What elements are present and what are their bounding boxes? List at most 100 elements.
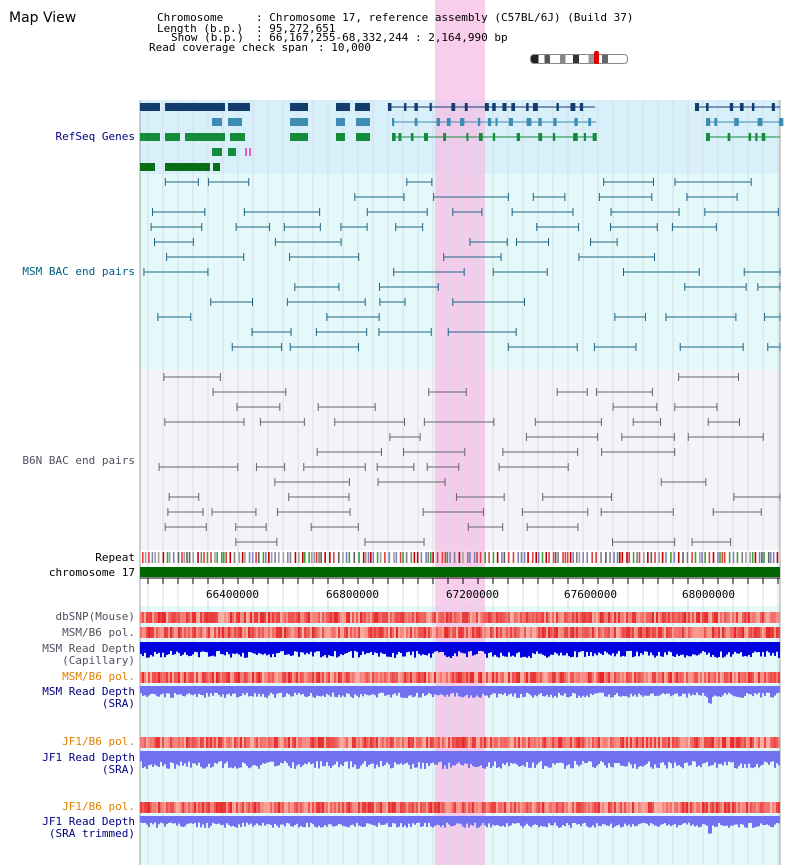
msm-depth-capillary-bar (186, 642, 188, 655)
dbsnp-heat (462, 612, 464, 623)
dbsnp-heat (432, 612, 434, 623)
jf1-depth-trimmed-bar (690, 816, 692, 826)
jf1-b6-pol-heat-2 (168, 802, 170, 813)
msm-b6-pol-heat-2 (578, 672, 580, 683)
dbsnp-heat (426, 612, 428, 623)
dbsnp-heat (468, 612, 470, 623)
msm-b6-pol-heat-2 (172, 672, 174, 683)
jf1-b6-pol-heat-2 (564, 802, 566, 813)
msm-b6-pol-heat-2 (194, 672, 196, 683)
msm-depth-sra-bar (528, 686, 530, 694)
chromosome-ideogram[interactable] (530, 54, 628, 64)
repeat-mark (745, 552, 747, 563)
msm-b6-pol-heat (228, 627, 230, 638)
jf1-b6-pol-heat (624, 737, 626, 748)
jf1-depth-sra-bar (778, 751, 780, 766)
jf1-depth-trimmed-bar (606, 816, 608, 826)
repeat-mark (286, 552, 289, 563)
msm-b6-pol-heat (394, 627, 396, 638)
jf1-b6-pol-heat (710, 737, 712, 748)
jf1-b6-pol-heat (756, 737, 758, 748)
jf1-b6-pol-heat (456, 737, 458, 748)
msm-depth-capillary-bar (392, 642, 394, 653)
jf1-b6-pol-heat-2 (484, 802, 486, 813)
jf1-depth-sra-bar (274, 751, 276, 767)
msm-depth-capillary-bar (452, 642, 454, 656)
msm-b6-pol-heat-2 (350, 672, 352, 683)
msm-depth-sra-bar (330, 686, 332, 697)
jf1-b6-pol-heat (158, 737, 160, 748)
jf1-b6-pol-heat-2 (438, 802, 440, 813)
msm-depth-sra-bar (666, 686, 668, 694)
repeat-mark (364, 552, 367, 563)
dbsnp-heat (146, 612, 148, 623)
msm-b6-pol-heat-2 (580, 672, 582, 683)
dbsnp-heat (650, 612, 652, 623)
label-msm-bac[interactable]: MSM BAC end pairs (22, 265, 135, 278)
jf1-depth-trimmed-bar (424, 816, 426, 824)
jf1-b6-pol-heat (416, 737, 418, 748)
dbsnp-heat (368, 612, 370, 623)
msm-b6-pol-heat (732, 627, 734, 638)
jf1-b6-pol-heat-2 (142, 802, 144, 813)
jf1-depth-sra-bar (482, 751, 484, 769)
msm-b6-pol-heat (728, 627, 730, 638)
jf1-depth-sra-bar (756, 751, 758, 764)
repeat-mark (310, 552, 313, 563)
jf1-depth-trimmed-bar (770, 816, 772, 827)
jf1-depth-sra-bar (498, 751, 500, 768)
jf1-depth-sra-bar (648, 751, 650, 762)
msm-b6-pol-heat-2 (546, 672, 548, 683)
jf1-depth-trimmed-bar (378, 816, 380, 823)
jf1-b6-pol-heat (590, 737, 592, 748)
msm-b6-pol-heat-2 (532, 672, 534, 683)
dbsnp-heat (738, 612, 740, 623)
jf1-b6-pol-heat (606, 737, 608, 748)
msm-depth-capillary-bar (676, 642, 678, 655)
dbsnp-heat (200, 612, 202, 623)
jf1-depth-trimmed-bar (560, 816, 562, 828)
msm-b6-pol-heat-2 (630, 672, 632, 683)
jf1-b6-pol-heat (198, 737, 200, 748)
jf1-depth-sra-bar (208, 751, 210, 764)
repeat-mark (413, 552, 416, 563)
gene-exon (487, 118, 492, 126)
msm-b6-pol-heat (648, 627, 650, 638)
jf1-depth-trimmed-bar (576, 816, 578, 825)
jf1-b6-pol-heat (582, 737, 584, 748)
msm-depth-capillary-bar (642, 642, 644, 655)
repeat-mark (566, 552, 569, 563)
msm-b6-pol-heat (234, 627, 236, 638)
msm-depth-capillary-bar (410, 642, 412, 656)
label-b6n-bac[interactable]: B6N BAC end pairs (22, 454, 135, 467)
msm-b6-pol-heat (298, 627, 300, 638)
label-refseq-genes[interactable]: RefSeq Genes (55, 130, 135, 143)
jf1-b6-pol-heat-2 (148, 802, 150, 813)
msm-b6-pol-heat (370, 627, 372, 638)
msm-b6-pol-heat (776, 627, 778, 638)
gene-block (212, 148, 222, 156)
msm-depth-capillary-bar (446, 642, 448, 658)
dbsnp-heat (342, 612, 344, 623)
repeat-mark (531, 552, 534, 563)
msm-depth-capillary-bar (770, 642, 772, 656)
msm-b6-pol-heat-2 (592, 672, 594, 683)
jf1-depth-trimmed-bar (652, 816, 654, 825)
msm-depth-sra-bar (684, 686, 686, 694)
repeat-mark (441, 552, 444, 563)
msm-depth-sra-bar (724, 686, 726, 693)
msm-b6-pol-heat (476, 627, 478, 638)
msm-b6-pol-heat (202, 627, 204, 638)
jf1-depth-sra-bar (646, 751, 648, 764)
jf1-depth-sra-bar (174, 751, 176, 769)
repeat-mark (767, 552, 770, 563)
dbsnp-heat (532, 612, 534, 623)
jf1-depth-sra-bar (426, 751, 428, 764)
msm-b6-pol-heat-2 (568, 672, 570, 683)
msm-b6-pol-heat (486, 627, 488, 638)
msm-depth-sra-bar (504, 686, 506, 694)
msm-b6-pol-heat (410, 627, 412, 638)
msm-b6-pol-heat-2 (594, 672, 596, 683)
jf1-depth-trimmed-bar (390, 816, 392, 828)
msm-depth-capillary-bar (584, 642, 586, 657)
